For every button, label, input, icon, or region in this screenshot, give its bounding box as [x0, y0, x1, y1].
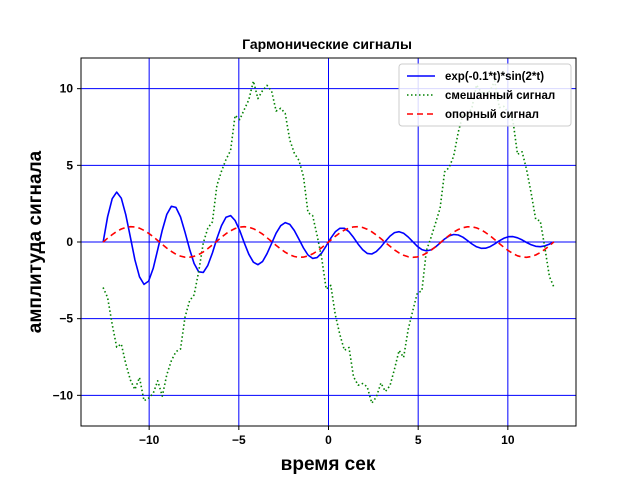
- y-axis-label: амплитуда сигнала: [25, 150, 46, 333]
- x-tick-label: 5: [415, 433, 422, 447]
- legend-entry: опорный сигнал: [445, 109, 539, 121]
- x-tick-label: −10: [139, 433, 160, 447]
- legend-entry: смешанный сигнал: [445, 90, 555, 102]
- y-tick-label: 10: [60, 82, 74, 96]
- x-tick-label: 0: [325, 433, 332, 447]
- x-tick-label: 10: [501, 433, 515, 447]
- chart-title: Гармонические сигналы: [242, 36, 412, 52]
- x-tick-label: −5: [232, 433, 246, 447]
- y-tick-label: 5: [66, 158, 73, 172]
- legend: exp(-0.1*t)*sin(2*t) смешанный сигнал опор…: [398, 63, 572, 127]
- y-tick-label: −5: [59, 312, 73, 326]
- ticks: −10 −5 0 5 10 −10 −5 0 5 10: [53, 82, 515, 447]
- legend-entry: exp(-0.1*t)*sin(2*t): [445, 71, 544, 83]
- y-tick-label: 0: [66, 235, 73, 249]
- plot-series: [102, 80, 555, 404]
- legend-box: [398, 63, 572, 127]
- x-axis-label: время сек: [281, 454, 376, 475]
- series-line-reference: [102, 225, 555, 259]
- y-tick-label: −10: [53, 388, 74, 402]
